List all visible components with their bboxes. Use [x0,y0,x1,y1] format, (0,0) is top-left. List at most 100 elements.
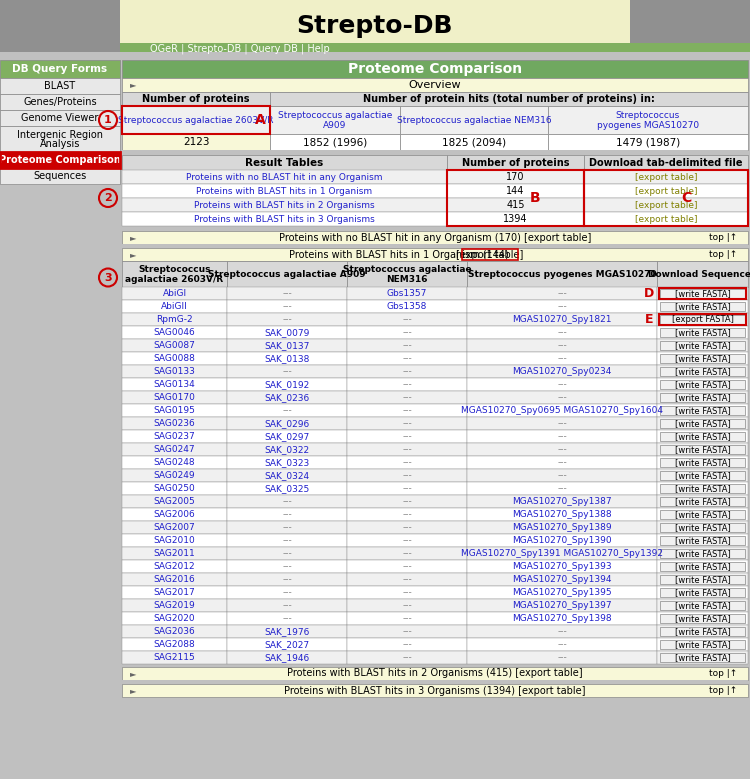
Bar [122,521,227,534]
Text: [write FASTA]: [write FASTA] [675,653,730,662]
Text: E: E [645,313,653,326]
Text: [write FASTA]: [write FASTA] [675,640,730,649]
Text: MGAS10270_Spy1394: MGAS10270_Spy1394 [512,575,612,584]
Bar [347,404,467,417]
Text: [write FASTA]: [write FASTA] [675,328,730,337]
Bar [227,599,347,612]
Bar [0,52,750,60]
Bar [657,365,748,378]
Text: SAK_0079: SAK_0079 [264,328,310,337]
Bar [657,456,748,469]
Text: ---: --- [402,445,412,454]
Text: ►: ► [130,233,136,242]
Bar [227,534,347,547]
Text: ---: --- [282,406,292,415]
Text: ---: --- [402,458,412,467]
Bar [227,417,347,430]
Text: SAG0046: SAG0046 [154,328,195,337]
Text: top |↑: top |↑ [709,669,737,678]
Bar [0,94,120,110]
Text: ---: --- [557,289,567,298]
Bar [122,106,270,134]
Text: [write FASTA]: [write FASTA] [675,289,730,298]
Text: SAK_0322: SAK_0322 [265,445,310,454]
Bar [657,313,748,326]
Bar [227,625,347,638]
Bar [467,313,657,326]
Text: ---: --- [557,380,567,389]
Bar [120,43,750,55]
Text: ---: --- [402,497,412,506]
Text: Genome Viewer: Genome Viewer [21,113,99,123]
Text: SAG2006: SAG2006 [154,510,195,519]
Bar [548,106,748,134]
Bar [657,417,748,430]
Bar [122,430,227,443]
Bar [122,651,227,664]
Text: MGAS10270_Spy1398: MGAS10270_Spy1398 [512,614,612,623]
Text: ---: --- [402,432,412,441]
Bar [467,521,657,534]
Bar [447,184,584,198]
Bar [122,573,227,586]
Text: [write FASTA]: [write FASTA] [675,510,730,519]
Text: 2123: 2123 [183,137,209,147]
Bar [660,289,745,298]
Text: AbiGI: AbiGI [163,289,187,298]
Bar [122,599,227,612]
Bar [657,599,748,612]
Text: top |↑: top |↑ [709,686,737,695]
Text: Proteome Comparison: Proteome Comparison [348,62,522,76]
Bar [0,0,120,52]
Text: [write FASTA]: [write FASTA] [675,484,730,493]
Text: SAG0237: SAG0237 [154,432,195,441]
Text: SAG0133: SAG0133 [154,367,196,376]
Bar [122,352,227,365]
Bar [462,249,518,260]
Bar [657,326,748,339]
Text: SAG2005: SAG2005 [154,497,195,506]
Text: ---: --- [557,302,567,311]
Text: ---: --- [282,562,292,571]
Bar [660,549,745,558]
Bar [657,287,748,300]
Text: Streptococcus agalactiae: Streptococcus agalactiae [343,265,471,273]
Bar [347,482,467,495]
Bar [122,106,270,134]
Text: 170: 170 [506,172,525,182]
Bar [467,417,657,430]
Bar [347,365,467,378]
Bar [660,393,745,402]
Text: [write FASTA]: [write FASTA] [675,354,730,363]
Bar [660,653,745,662]
Bar [227,469,347,482]
Bar [227,612,347,625]
Text: SAG0250: SAG0250 [154,484,195,493]
Bar [347,378,467,391]
Text: Strepto-DB: Strepto-DB [297,14,453,38]
Bar [584,212,748,226]
Text: [write FASTA]: [write FASTA] [675,575,730,584]
Bar [660,380,745,389]
Text: ---: --- [282,614,292,623]
Text: SAK_0138: SAK_0138 [264,354,310,363]
Bar [447,170,584,226]
Text: ---: --- [557,458,567,467]
Bar [660,484,745,493]
Bar [467,430,657,443]
Text: ---: --- [402,354,412,363]
Text: Result Tables: Result Tables [245,157,324,167]
Bar [227,651,347,664]
Bar [270,134,400,150]
Text: MGAS10270_Spy1391 MGAS10270_Spy1392: MGAS10270_Spy1391 MGAS10270_Spy1392 [461,549,663,558]
Text: [export table]: [export table] [634,214,698,224]
Bar [122,625,227,638]
Text: ---: --- [402,536,412,545]
Bar [657,391,748,404]
Text: ---: --- [402,510,412,519]
Bar [227,560,347,573]
Text: ►: ► [130,686,136,695]
Text: Streptococcus agalactiae: Streptococcus agalactiae [278,111,392,119]
Bar [660,510,745,519]
Text: ---: --- [282,549,292,558]
